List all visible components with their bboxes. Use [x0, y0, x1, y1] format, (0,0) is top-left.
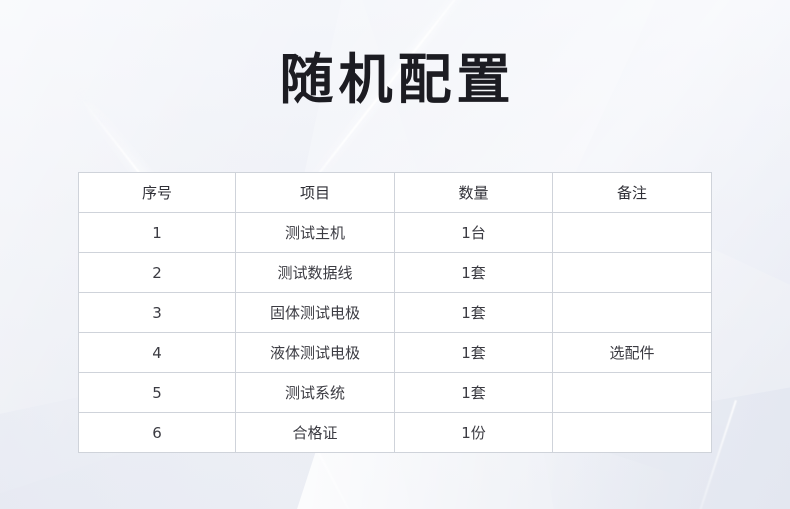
- table-row: 1 测试主机 1台: [78, 212, 712, 253]
- cell-item: 固体测试电极: [235, 292, 395, 333]
- column-header-item: 项目: [235, 172, 395, 213]
- cell-quantity: 1台: [394, 212, 553, 253]
- cell-quantity: 1套: [394, 252, 553, 293]
- cell-index: 1: [78, 212, 236, 253]
- config-table: 序号 项目 数量 备注 1 测试主机 1台 2 测试数据线 1套: [78, 172, 712, 453]
- table-row: 6 合格证 1份: [78, 412, 712, 453]
- cell-index: 3: [78, 292, 236, 333]
- cell-index: 5: [78, 372, 236, 413]
- config-table-container: 序号 项目 数量 备注 1 测试主机 1台 2 测试数据线 1套: [78, 172, 712, 453]
- cell-item: 液体测试电极: [235, 332, 395, 373]
- cell-remark: [552, 212, 712, 253]
- page-title: 随机配置: [279, 48, 516, 111]
- cell-quantity: 1份: [394, 412, 553, 453]
- cell-quantity: 1套: [394, 292, 553, 333]
- cell-item: 测试主机: [235, 212, 395, 253]
- cell-remark: [552, 252, 712, 293]
- cell-quantity: 1套: [394, 332, 553, 373]
- cell-index: 6: [78, 412, 236, 453]
- column-header-remark: 备注: [552, 172, 712, 213]
- cell-remark: [552, 412, 712, 453]
- cell-item: 测试数据线: [235, 252, 395, 293]
- cell-quantity: 1套: [394, 372, 553, 413]
- table-row: 5 测试系统 1套: [78, 372, 712, 413]
- cell-item: 测试系统: [235, 372, 395, 413]
- table-header-row: 序号 项目 数量 备注: [78, 172, 712, 213]
- config-table-body: 1 测试主机 1台 2 测试数据线 1套 3 固体测试电极 1套: [78, 212, 712, 453]
- cell-index: 2: [78, 252, 236, 293]
- cell-remark: 选配件: [552, 332, 712, 373]
- column-header-quantity: 数量: [394, 172, 553, 213]
- column-header-index: 序号: [78, 172, 236, 213]
- cell-remark: [552, 372, 712, 413]
- table-row: 3 固体测试电极 1套: [78, 292, 712, 333]
- config-table-head: 序号 项目 数量 备注: [78, 172, 712, 213]
- cell-remark: [552, 292, 712, 333]
- table-row: 2 测试数据线 1套: [78, 252, 712, 293]
- cell-item: 合格证: [235, 412, 395, 453]
- table-row: 4 液体测试电极 1套 选配件: [78, 332, 712, 373]
- cell-index: 4: [78, 332, 236, 373]
